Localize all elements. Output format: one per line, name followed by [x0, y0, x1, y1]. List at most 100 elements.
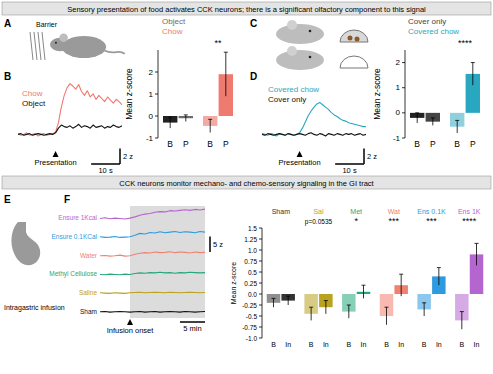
trace: [262, 102, 366, 136]
tick-label: 0: [149, 112, 154, 121]
scale-bar-y: [119, 148, 121, 164]
trace-label: Covered chow: [268, 85, 319, 94]
scale-label: 5 z: [213, 240, 223, 249]
category-label: In: [361, 341, 367, 348]
error-cap: [460, 311, 464, 312]
mouse-head-illustration: [276, 20, 368, 44]
header-box: [2, 2, 491, 15]
error-line: [185, 115, 186, 122]
error-bar: [415, 113, 419, 123]
error-cap: [271, 298, 275, 299]
bars: [163, 52, 233, 132]
category-label: B: [207, 139, 213, 149]
category-label: B: [271, 341, 276, 348]
legend-entry: Covered chow: [408, 27, 459, 36]
error-line: [348, 305, 349, 318]
header: Sensory presentation of food activates C…: [67, 5, 426, 14]
tick-label: 1.5: [248, 225, 257, 232]
y-tick: [259, 305, 262, 306]
error-line: [170, 117, 171, 128]
error-line: [457, 120, 458, 133]
error-cap: [224, 52, 228, 53]
y-tick: [402, 87, 405, 88]
tick-label: 1.0: [248, 247, 257, 254]
trace: [100, 311, 205, 313]
trace-label: Object: [22, 99, 46, 108]
y-tick: [155, 138, 158, 139]
mouse-ear: [287, 20, 297, 30]
error-bar: [286, 296, 290, 305]
y-tick: [259, 338, 262, 339]
error-cap: [422, 302, 426, 303]
trace: [100, 252, 205, 256]
error-bar: [431, 118, 435, 126]
traces: [262, 102, 366, 136]
error-bar: [422, 303, 426, 316]
scale-label: 2 z: [123, 152, 133, 161]
tick-label: 0.5: [248, 269, 257, 276]
panel-label: A: [4, 18, 11, 29]
significance: ***: [426, 216, 437, 226]
mouse-illustration: [50, 33, 125, 58]
trace-label: Cover only: [268, 95, 306, 104]
tick-label: 2: [149, 68, 154, 77]
panel-label: E: [4, 194, 11, 205]
y-tick: [402, 62, 405, 63]
mouse-head: [276, 24, 324, 44]
trace-panel: PresentationCovered chowCover only10 s2 …: [262, 85, 377, 175]
category-label: P: [470, 139, 476, 149]
annotation: Presentation: [278, 158, 320, 167]
tick-label: 0.75: [244, 258, 257, 265]
trace: [100, 209, 205, 219]
category-label: In: [474, 341, 480, 348]
mouse-head-illustration: [276, 46, 368, 70]
category-label: B: [459, 341, 464, 348]
tick-label: -0.25: [242, 302, 257, 309]
error-cap: [362, 285, 366, 286]
bars: [410, 63, 480, 133]
mouse-tail: [104, 50, 124, 53]
tick-label: -1: [393, 134, 401, 143]
significance: **: [214, 38, 222, 48]
barrier-label: Barrier: [36, 21, 58, 28]
error-bar: [208, 119, 212, 132]
error-line: [288, 296, 289, 305]
barrier: [42, 32, 45, 60]
y-label: Mean z-score: [124, 68, 134, 120]
trace-label: Water: [80, 252, 98, 259]
trace-label: Sham: [80, 308, 97, 315]
category-label: In: [398, 341, 404, 348]
error-cap: [399, 274, 403, 275]
legend-entry: Cover only: [408, 17, 446, 26]
scale-label: 5 min: [183, 324, 201, 333]
error-line: [438, 268, 439, 286]
significance: ***: [389, 216, 400, 226]
error-line: [476, 243, 477, 265]
category-label: P: [430, 139, 436, 149]
y-tick: [259, 294, 262, 295]
error-bar: [184, 115, 188, 122]
mouse-ear: [59, 33, 68, 42]
error-bar: [324, 301, 328, 314]
y-tick: [402, 138, 405, 139]
category-label: In: [285, 341, 291, 348]
y-tick: [259, 272, 262, 273]
error-line: [472, 63, 473, 86]
error-cap: [286, 296, 290, 297]
y-tick: [259, 239, 262, 240]
error-cap: [431, 117, 435, 118]
y-tick: [259, 283, 262, 284]
category-label: B: [454, 139, 460, 149]
trace-label: Chow: [22, 89, 43, 98]
scale-label: 10 s: [98, 166, 112, 175]
category-label: B: [422, 341, 427, 348]
error-line: [325, 301, 326, 314]
y-tick: [259, 327, 262, 328]
error-bar: [224, 52, 228, 96]
tick-label: 1: [149, 90, 154, 99]
traces: [18, 84, 122, 136]
trace: [100, 272, 205, 274]
error-line: [311, 307, 312, 320]
tick-label: 1.25: [244, 236, 257, 243]
group-label: Wat: [388, 208, 400, 215]
